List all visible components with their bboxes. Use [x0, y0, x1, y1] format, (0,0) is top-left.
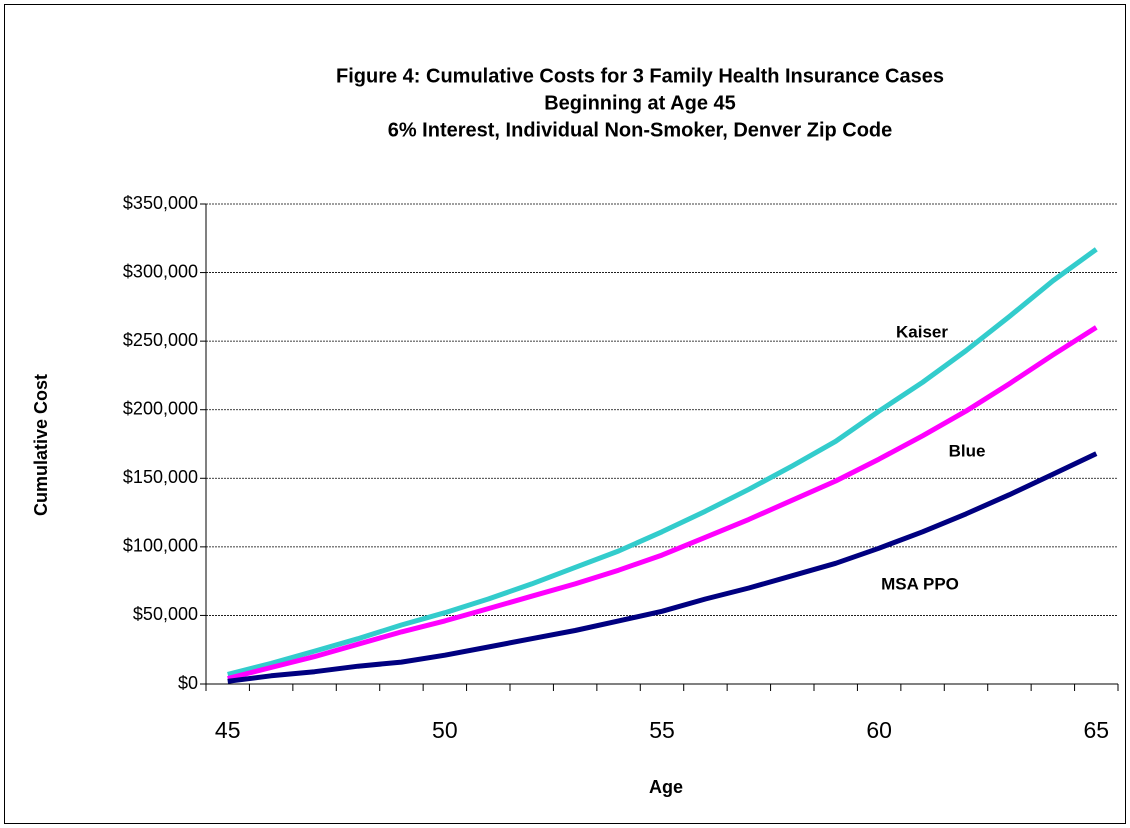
series-label: Kaiser — [896, 322, 948, 341]
y-axis-title: Cumulative Cost — [31, 374, 51, 516]
x-tick-label: 45 — [215, 717, 241, 743]
chart-frame — [4, 4, 1126, 824]
series-line — [227, 325, 1098, 681]
y-tick-label: $200,000 — [123, 398, 198, 418]
chart-subtitle: 6% Interest, Individual Non-Smoker, Denv… — [388, 119, 893, 141]
chart-subtitle: Beginning at Age 45 — [544, 92, 736, 114]
series-label: Blue — [949, 441, 986, 460]
x-tick-label: 65 — [1083, 717, 1109, 743]
series-line — [227, 451, 1098, 684]
x-tick-label: 60 — [866, 717, 892, 743]
x-axis-title: Age — [649, 777, 683, 797]
series-label: MSA PPO — [881, 574, 959, 593]
y-tick-label: $250,000 — [123, 330, 198, 350]
y-tick-label: $150,000 — [123, 467, 198, 487]
chart-title: Figure 4: Cumulative Costs for 3 Family … — [336, 65, 944, 87]
y-tick-label: $300,000 — [123, 261, 198, 281]
y-tick-label: $100,000 — [123, 536, 198, 556]
y-tick-label: $50,000 — [133, 604, 198, 624]
y-tick-label: $350,000 — [123, 193, 198, 213]
x-tick-label: 55 — [649, 717, 675, 743]
series-line — [227, 247, 1098, 677]
x-tick-label: 50 — [432, 717, 458, 743]
y-tick-label: $0 — [178, 673, 198, 693]
